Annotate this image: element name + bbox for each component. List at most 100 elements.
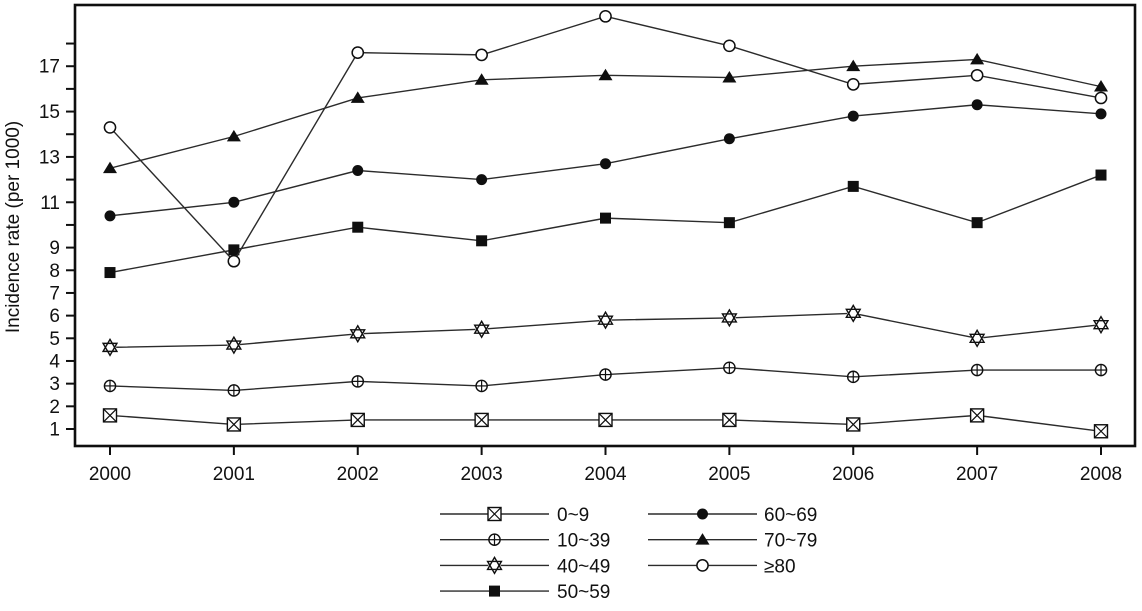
series-60-69	[104, 99, 1107, 222]
marker-open-circle	[846, 78, 860, 91]
y-tick-label: 17	[39, 57, 60, 78]
x-tick-label: 2006	[832, 464, 874, 485]
marker-open-circle	[599, 9, 612, 23]
marker-circle-plus	[1094, 363, 1108, 377]
marker-filled-triangle	[350, 91, 365, 103]
legend: 0~9 10~39 40~49 50~59 60~69 70~79 ≥80	[440, 505, 817, 603]
marker-circle-plus	[970, 363, 984, 377]
marker-star-of-david	[349, 324, 366, 344]
marker-filled-square	[476, 235, 488, 247]
marker-filled-circle	[352, 165, 364, 177]
x-tick-label: 2005	[708, 464, 750, 485]
marker-filled-circle	[847, 110, 859, 122]
marker-circle-plus	[351, 375, 365, 388]
x-tick-label: 2007	[956, 464, 998, 485]
marker-filled-circle	[228, 196, 240, 208]
marker-star-of-david	[101, 337, 119, 357]
x-tick-label: 2004	[584, 464, 627, 485]
marker-open-circle	[723, 39, 736, 53]
marker-crossed-square	[226, 417, 242, 432]
marker-filled-square	[600, 212, 611, 224]
x-tick-label: 2001	[213, 464, 255, 485]
marker-star-of-david	[845, 303, 862, 323]
marker-open-circle	[351, 46, 365, 59]
y-tick-label: 11	[40, 193, 60, 214]
marker-filled-square	[971, 217, 983, 229]
y-tick-label: 2	[49, 397, 60, 418]
marker-filled-triangle	[846, 59, 861, 72]
series-line	[109, 174, 1102, 274]
marker-filled-square	[1095, 169, 1107, 181]
marker-filled-square	[489, 585, 500, 597]
series-10-39	[103, 361, 1108, 397]
legend-label: 50~59	[557, 582, 610, 603]
marker-star-of-david	[225, 335, 243, 355]
series-0-9	[102, 408, 1109, 439]
marker-filled-triangle	[103, 161, 117, 174]
series-50-59	[104, 169, 1107, 279]
y-tick-label: 8	[49, 261, 60, 282]
y-tick-label: 13	[39, 147, 60, 168]
marker-open-circle	[970, 68, 984, 82]
marker-filled-triangle	[474, 73, 489, 85]
x-tick-label: 2000	[89, 464, 131, 485]
marker-crossed-square	[102, 408, 118, 423]
marker-filled-circle	[971, 99, 983, 111]
x-tick-label: 2002	[337, 464, 379, 485]
y-axis-title: Incidence rate (per 1000)	[3, 121, 24, 333]
marker-open-circle	[1094, 91, 1108, 105]
marker-open-circle	[696, 559, 709, 572]
y-tick-label: 4	[49, 351, 60, 372]
marker-circle-plus	[488, 533, 501, 547]
y-tick-label: 7	[49, 283, 60, 304]
marker-filled-circle	[697, 508, 708, 520]
marker-filled-triangle	[226, 129, 241, 142]
legend-item: 50~59	[440, 582, 610, 603]
series-ge80	[103, 9, 1108, 268]
marker-crossed-square	[487, 506, 502, 522]
marker-crossed-square	[350, 412, 365, 428]
x-tick-label: 2003	[460, 464, 502, 485]
marker-circle-plus	[227, 384, 241, 397]
marker-crossed-square	[598, 412, 613, 428]
marker-open-circle	[103, 121, 117, 134]
marker-star-of-david	[597, 310, 614, 330]
marker-filled-square	[352, 221, 364, 233]
legend-item: 70~79	[648, 531, 817, 552]
marker-open-circle	[227, 254, 241, 268]
marker-crossed-square	[474, 412, 489, 428]
series-70-79	[103, 52, 1108, 174]
marker-star-of-david	[486, 556, 503, 575]
legend-label: 40~49	[557, 556, 610, 577]
y-tick-label: 9	[49, 238, 60, 259]
marker-star-of-david	[473, 319, 490, 339]
marker-filled-triangle	[970, 52, 985, 65]
y-tick-label: 3	[49, 374, 60, 395]
marker-circle-plus	[475, 379, 488, 393]
legend-item: 60~69	[648, 505, 817, 526]
marker-circle-plus	[846, 370, 860, 384]
legend-label: 70~79	[764, 531, 817, 552]
marker-circle-plus	[723, 361, 736, 375]
marker-star-of-david	[721, 308, 738, 328]
marker-filled-square	[847, 180, 859, 192]
y-tick-label: 15	[39, 102, 60, 123]
legend-item: 40~49	[440, 556, 610, 577]
marker-filled-circle	[104, 210, 116, 222]
legend-item: 0~9	[440, 505, 589, 526]
marker-filled-circle	[1095, 108, 1107, 120]
legend-label: 10~39	[557, 531, 610, 552]
marker-crossed-square	[1093, 424, 1109, 439]
marker-star-of-david	[968, 328, 986, 348]
marker-filled-circle	[600, 158, 611, 170]
marker-filled-square	[104, 267, 116, 279]
legend-item: ≥80	[648, 556, 796, 577]
legend-label: 0~9	[557, 505, 589, 526]
series-line	[109, 15, 1102, 263]
marker-filled-triangle	[1094, 80, 1108, 92]
marker-filled-triangle	[722, 70, 737, 83]
marker-filled-triangle	[695, 533, 710, 545]
marker-circle-plus	[103, 379, 117, 393]
